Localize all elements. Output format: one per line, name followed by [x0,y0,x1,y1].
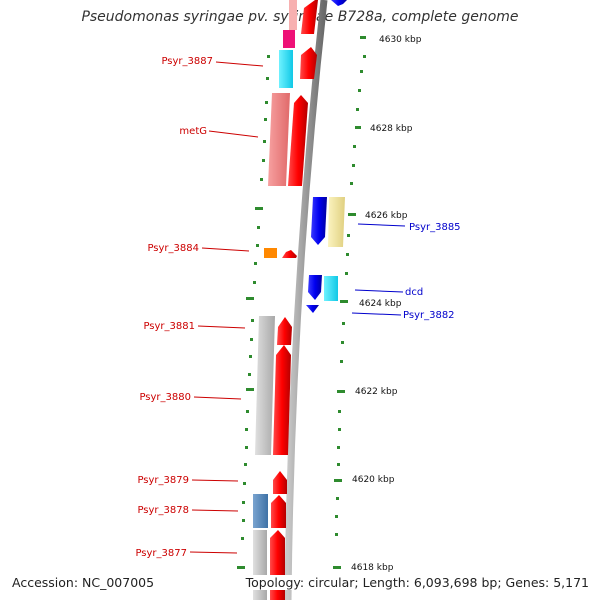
gene-block-orange [264,248,277,258]
gene-label-psyr-3880[interactable]: Psyr_3880 [139,392,191,403]
gene-block-metG [268,93,290,186]
gene-arrow-top [301,0,318,34]
left-leader-lines [189,61,264,554]
scale-label-4624: 4624 kbp [359,299,402,309]
scale-label-4618: 4618 kbp [351,563,394,573]
gene-label-psyr-3881[interactable]: Psyr_3881 [143,321,195,332]
map-title: Pseudomonas syringae pv. syringae B728a,… [81,9,519,25]
genome-summary-text: Topology: circular; Length: 6,093,698 bp… [242,575,592,590]
gene-label-psyr-3879[interactable]: Psyr_3879 [137,475,189,486]
gene-arrow-dcd [308,275,322,300]
scale-label-4626: 4626 kbp [365,211,408,221]
gene-label-psyr-3877[interactable]: Psyr_3877 [135,548,187,559]
gene-arrow-psyr-3882 [306,305,319,313]
right-leader-lines [351,223,406,316]
gene-label-psyr-3884[interactable]: Psyr_3884 [147,243,199,254]
gene-block-steelblue [253,494,268,528]
gene-arrow-top-blue [331,0,347,6]
gene-arrow-psyr-3884 [282,250,297,258]
gene-block-pink-top [289,0,297,30]
gene-block-dcd [324,276,338,301]
scale-label-4628: 4628 kbp [370,124,413,134]
gene-label-psyr-3878[interactable]: Psyr_3878 [137,505,189,516]
gene-arrow-psyr-3880 [273,345,291,455]
gene-label-metG[interactable]: metG [179,126,207,137]
gene-arrow-metG [288,95,308,186]
accession-text: Accession: NC_007005 [9,575,158,590]
scale-label-4622: 4622 kbp [355,387,398,397]
gene-block-magenta [283,30,295,48]
gene-label-psyr-3887[interactable]: Psyr_3887 [161,56,213,67]
gene-arrow-psyr-3885 [311,197,327,245]
left-tick-track [237,55,270,569]
gene-arrow-psyr-3879 [273,471,287,494]
gene-label-dcd[interactable]: dcd [405,287,423,298]
scale-label-4630: 4630 kbp [379,35,422,45]
gene-arrow-psyr-3887 [300,47,317,79]
gene-arrow-psyr-3878 [271,495,286,528]
genome-backbone [284,0,328,600]
scale-label-4620: 4620 kbp [352,475,395,485]
gene-block-psyr-3887 [279,50,293,88]
gene-label-psyr-3882[interactable]: Psyr_3882 [403,310,455,321]
gene-block-psyr-3885 [328,197,345,247]
gene-arrow-psyr-3881 [277,317,292,345]
gene-label-psyr-3885[interactable]: Psyr_3885 [409,222,461,233]
gene-block-psyr-3881 [255,316,275,455]
right-tick-track [333,36,366,569]
